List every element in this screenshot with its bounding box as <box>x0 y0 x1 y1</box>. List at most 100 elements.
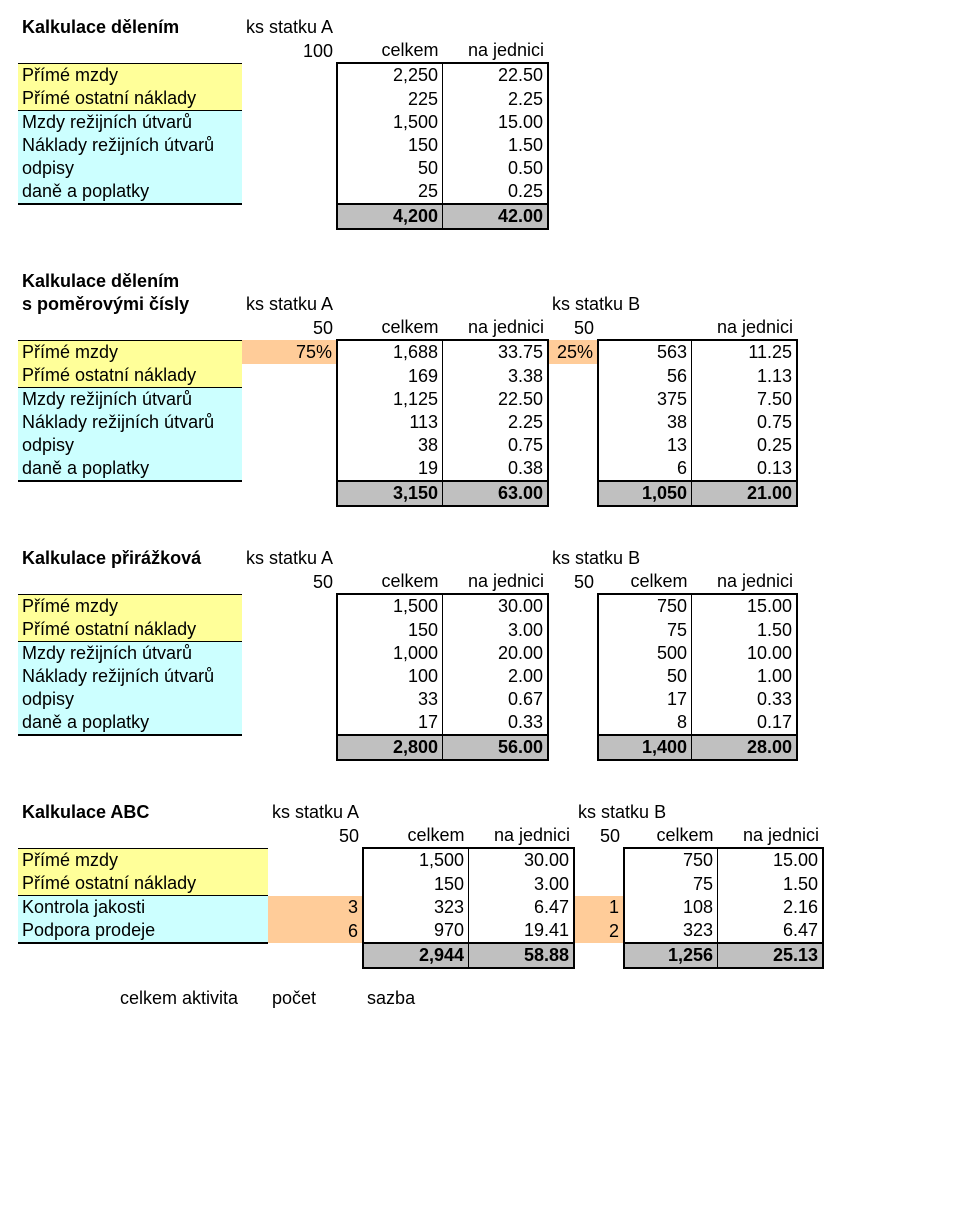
t4-r2-nA: 3 <box>268 896 363 920</box>
t2-r0-cA: 1,688 <box>337 340 443 364</box>
t4-r3-nA: 6 <box>268 919 363 943</box>
t1-hdr-celkem: celkem <box>337 39 443 63</box>
t2-ksA: 50 <box>242 316 337 340</box>
t1-r0-c: 2,250 <box>337 63 443 87</box>
t4-r2-label: Kontrola jakosti <box>18 896 268 920</box>
t3-ksB: 50 <box>548 570 598 594</box>
t3-r5-jA: 0.33 <box>443 711 549 735</box>
table-1: Kalkulace dělením ks statku A 100 celkem… <box>18 16 549 230</box>
t1-title: Kalkulace dělením <box>18 16 242 39</box>
table-2: Kalkulace dělením s poměrovými čísly ks … <box>18 270 798 507</box>
t3-ksA-label: ks statku A <box>242 547 337 570</box>
t3-r2-jB: 10.00 <box>692 642 798 666</box>
t4-r1-label: Přímé ostatní náklady <box>18 872 268 896</box>
t1-r0-j: 22.50 <box>443 63 549 87</box>
t3-r4-jB: 0.33 <box>692 688 798 711</box>
t1-hdr-jednici: na jednici <box>443 39 549 63</box>
t4-ksA: 50 <box>268 824 363 848</box>
t4-r2-jB: 2.16 <box>718 896 824 920</box>
t2-ksA-label: ks statku A <box>242 293 337 316</box>
t2-r2-cA: 1,125 <box>337 388 443 412</box>
t2-r1-jA: 3.38 <box>443 364 549 388</box>
t4-r1-jA: 3.00 <box>469 872 575 896</box>
t3-r0-cB: 750 <box>598 594 692 618</box>
t3-hdr-jed-B: na jednici <box>692 570 798 594</box>
t3-r0-jA: 30.00 <box>443 594 549 618</box>
t4-r3-label: Podpora prodeje <box>18 919 268 943</box>
t4-hdr-celkem-B: celkem <box>624 824 718 848</box>
t3-r1-cA: 150 <box>337 618 443 642</box>
t2-r1-cA: 169 <box>337 364 443 388</box>
t3-r5-label: daně a poplatky <box>18 711 242 735</box>
t3-r3-cA: 100 <box>337 665 443 688</box>
t3-r5-cB: 8 <box>598 711 692 735</box>
t1-r5-c: 25 <box>337 180 443 204</box>
t1-r2-label: Mzdy režijních útvarů <box>18 111 242 135</box>
t3-r0-jB: 15.00 <box>692 594 798 618</box>
t2-r5-jA: 0.38 <box>443 457 549 481</box>
t3-hdr-jed-A: na jednici <box>443 570 549 594</box>
t3-r1-jB: 1.50 <box>692 618 798 642</box>
t2-r4-label: odpisy <box>18 434 242 457</box>
t3-total-jB: 28.00 <box>692 735 798 760</box>
t2-r5-label: daně a poplatky <box>18 457 242 481</box>
t2-title1: Kalkulace dělením <box>18 270 242 293</box>
t1-r4-c: 50 <box>337 157 443 180</box>
t3-total-cA: 2,800 <box>337 735 443 760</box>
t1-r2-c: 1,500 <box>337 111 443 135</box>
t2-ksB: 50 <box>548 316 598 340</box>
t4-r3-cB: 323 <box>624 919 718 943</box>
t4-r1-jB: 1.50 <box>718 872 824 896</box>
t1-ksA: 100 <box>242 39 337 63</box>
t3-total-cB: 1,400 <box>598 735 692 760</box>
t1-r4-j: 0.50 <box>443 157 549 180</box>
t4-r3-jB: 6.47 <box>718 919 824 943</box>
table-4: Kalkulace ABC ks statku A ks statku B 50… <box>18 801 824 1010</box>
t2-hdr-jed-B: na jednici <box>692 316 798 340</box>
t2-r4-cA: 38 <box>337 434 443 457</box>
t2-r0-cB: 563 <box>598 340 692 364</box>
t3-r4-label: odpisy <box>18 688 242 711</box>
t1-ksA-label: ks statku A <box>242 16 337 39</box>
t4-total-jA: 58.88 <box>469 943 575 968</box>
t2-total-jB: 21.00 <box>692 481 798 506</box>
t2-r5-cB: 6 <box>598 457 692 481</box>
t2-r4-jA: 0.75 <box>443 434 549 457</box>
t2-r3-cB: 38 <box>598 411 692 434</box>
t2-total-jA: 63.00 <box>443 481 549 506</box>
t4-r0-jA: 30.00 <box>469 848 575 872</box>
t2-title2: s poměrovými čísly <box>18 293 242 316</box>
t2-r5-jB: 0.13 <box>692 457 798 481</box>
t4-celkem-aktivita: celkem aktivita <box>18 987 268 1010</box>
t3-r4-jA: 0.67 <box>443 688 549 711</box>
t2-r0-label: Přímé mzdy <box>18 340 242 364</box>
t3-r3-jA: 2.00 <box>443 665 549 688</box>
t2-hdr-jed-A: na jednici <box>443 316 549 340</box>
t4-r0-jB: 15.00 <box>718 848 824 872</box>
t1-r1-j: 2.25 <box>443 87 549 111</box>
t3-hdr-celkem-A: celkem <box>337 570 443 594</box>
t1-r4-label: odpisy <box>18 157 242 180</box>
t2-r1-jB: 1.13 <box>692 364 798 388</box>
t1-r3-label: Náklady režijních útvarů <box>18 134 242 157</box>
t3-ksA: 50 <box>242 570 337 594</box>
t4-ksA-label: ks statku A <box>268 801 363 824</box>
t3-r2-label: Mzdy režijních útvarů <box>18 642 242 666</box>
t2-r1-cB: 56 <box>598 364 692 388</box>
t4-ksB: 50 <box>574 824 624 848</box>
t4-title: Kalkulace ABC <box>18 801 268 824</box>
t2-r2-jB: 7.50 <box>692 388 798 412</box>
t3-r0-label: Přímé mzdy <box>18 594 242 618</box>
t4-r2-cA: 323 <box>363 896 469 920</box>
t4-r1-cB: 75 <box>624 872 718 896</box>
t3-r1-cB: 75 <box>598 618 692 642</box>
t1-total-c: 4,200 <box>337 204 443 229</box>
t2-r3-cA: 113 <box>337 411 443 434</box>
t3-r3-cB: 50 <box>598 665 692 688</box>
t1-r5-j: 0.25 <box>443 180 549 204</box>
t4-total-cA: 2,944 <box>363 943 469 968</box>
t1-total-j: 42.00 <box>443 204 549 229</box>
t2-r4-jB: 0.25 <box>692 434 798 457</box>
t1-r5-label: daně a poplatky <box>18 180 242 204</box>
t2-r5-cA: 19 <box>337 457 443 481</box>
